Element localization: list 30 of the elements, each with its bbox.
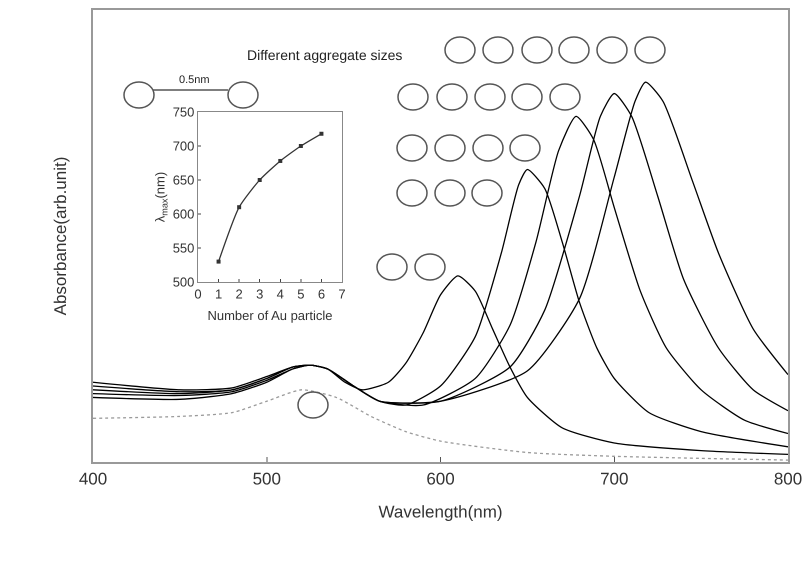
y-axis-title: Absorbance(arb.unit)	[51, 156, 70, 316]
point	[278, 158, 282, 163]
x-tick-label: 0	[194, 286, 202, 302]
x-tick-label: 3	[256, 286, 264, 302]
x-tick-label: 7	[338, 286, 346, 302]
y-tick-label: 550	[172, 240, 194, 256]
x-tick-label: 4	[276, 286, 284, 302]
point	[216, 260, 221, 264]
x-tick-label: 5	[297, 286, 304, 302]
text: Different aggregate sizes	[247, 47, 402, 63]
x-axis-title: Number of Au particle	[207, 308, 333, 324]
x-tick-label: 1	[214, 286, 222, 302]
annotation: 0.5nm	[179, 74, 210, 86]
x-tick-label: 800	[774, 469, 802, 488]
point	[258, 178, 262, 182]
x-tick-label: 2	[236, 286, 243, 302]
point	[298, 144, 303, 148]
y-tick-label: 750	[172, 104, 194, 120]
y-tick-label: 700	[172, 138, 194, 154]
point	[237, 205, 242, 210]
x-axis-title: Wavelength(nm)	[378, 502, 503, 522]
x-tick-label: 500	[252, 469, 281, 488]
x-tick-label: 400	[78, 469, 108, 488]
point	[319, 132, 324, 136]
x-tick-label: 600	[426, 469, 455, 488]
x-tick-label: 700	[600, 469, 628, 488]
x-tick-label: 6	[318, 286, 326, 302]
y-tick-label: 500	[172, 274, 194, 290]
y-tick-label: 600	[172, 206, 194, 222]
y-tick-label: 650	[172, 172, 194, 188]
